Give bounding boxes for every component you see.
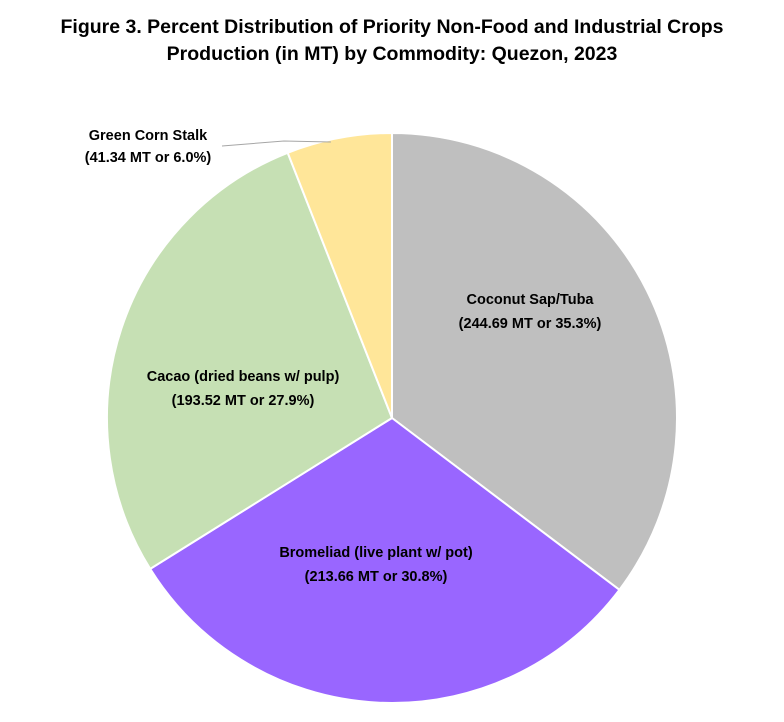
slice-label-line: (193.52 MT or 27.9%): [172, 393, 315, 409]
slice-label-green-corn-stalk: Green Corn Stalk (41.34 MT or 6.0%): [85, 128, 212, 166]
slice-label-line: (244.69 MT or 35.3%): [459, 316, 602, 332]
slice-label-coconut-sap-tuba: Coconut Sap/Tuba (244.69 MT or 35.3%): [459, 292, 602, 332]
slice-label-line: Cacao (dried beans w/ pulp): [147, 369, 340, 385]
pie-slice-bromeliad-live-plant-w-pot: [148, 416, 621, 704]
slice-label-line: Bromeliad (live plant w/ pot): [279, 545, 473, 561]
slice-label-line: (41.34 MT or 6.0%): [85, 150, 212, 166]
pie-slice-cacao-dried-beans-w-pulp: [106, 151, 394, 571]
slice-label-line: Coconut Sap/Tuba: [466, 292, 594, 308]
slice-label-cacao-dried-beans-w-pulp: Cacao (dried beans w/ pulp) (193.52 MT or…: [147, 369, 340, 409]
chart-title-line-1: Figure 3. Percent Distribution of Priori…: [60, 16, 724, 38]
chart-title-line-2: Production (in MT) by Commodity: Quezon,…: [166, 43, 618, 65]
pie-slice-green-corn-stalk: [286, 131, 393, 419]
pie-slice-coconut-sap-tuba: [391, 131, 678, 592]
slice-label-bromeliad-live-plant-w-pot: Bromeliad (live plant w/ pot) (213.66 MT …: [279, 545, 473, 585]
slice-label-line: Green Corn Stalk: [89, 128, 208, 144]
chart-title: Figure 3. Percent Distribution of Priori…: [0, 14, 784, 68]
slice-label-line: (213.66 MT or 30.8%): [305, 569, 448, 585]
leader-line-green-corn-stalk: [221, 140, 331, 147]
